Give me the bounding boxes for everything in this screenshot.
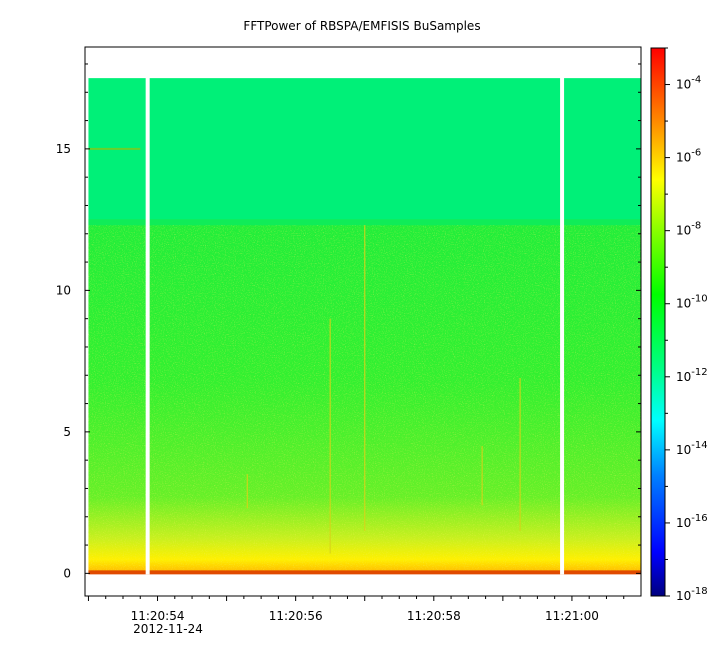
- band-transition: [88, 219, 641, 230]
- colorbar-tick-label: 10-8: [676, 221, 701, 238]
- data-gap: [560, 77, 565, 575]
- spectrogram-heatmap: [88, 77, 641, 575]
- colorbar-tick-label: 10-10: [676, 294, 708, 311]
- y-tick-label: 10: [56, 283, 71, 297]
- colorbar-tick-label: 10-14: [676, 440, 708, 457]
- chart-title: FFTPower of RBSPA/EMFISIS BuSamples: [243, 19, 480, 33]
- x-tick-label: 11:21:00: [545, 609, 599, 623]
- x-axis: 11:20:54 11:20:56 11:20:58 11:21:00: [87, 596, 625, 623]
- colorbar: [650, 47, 666, 597]
- x-tick-label: 11:20:54: [131, 609, 185, 623]
- data-gap: [145, 77, 150, 575]
- colorbar-axis: 10-4 10-6 10-8 10-10 10-12 10-14 10-16 10-18: [665, 47, 708, 603]
- low-frequency-line: [88, 570, 641, 575]
- x-axis-date-label: 2012-11-24: [133, 622, 203, 636]
- plot-frame: [84, 46, 642, 597]
- y-tick-label: 15: [56, 142, 71, 156]
- x-tick-label: 11:20:56: [269, 609, 323, 623]
- colorbar-tick-label: 10-12: [676, 367, 708, 384]
- colorbar-tick-label: 10-4: [676, 75, 701, 92]
- cyan-band: [88, 78, 641, 226]
- y-tick-label: 0: [63, 566, 71, 580]
- colorbar-tick-label: 10-16: [676, 513, 708, 530]
- x-tick-label: 11:20:58: [407, 609, 461, 623]
- y-tick-label: 5: [63, 425, 71, 439]
- colorbar-tick-label: 10-6: [676, 148, 701, 165]
- colorbar-tick-label: 10-18: [676, 586, 708, 603]
